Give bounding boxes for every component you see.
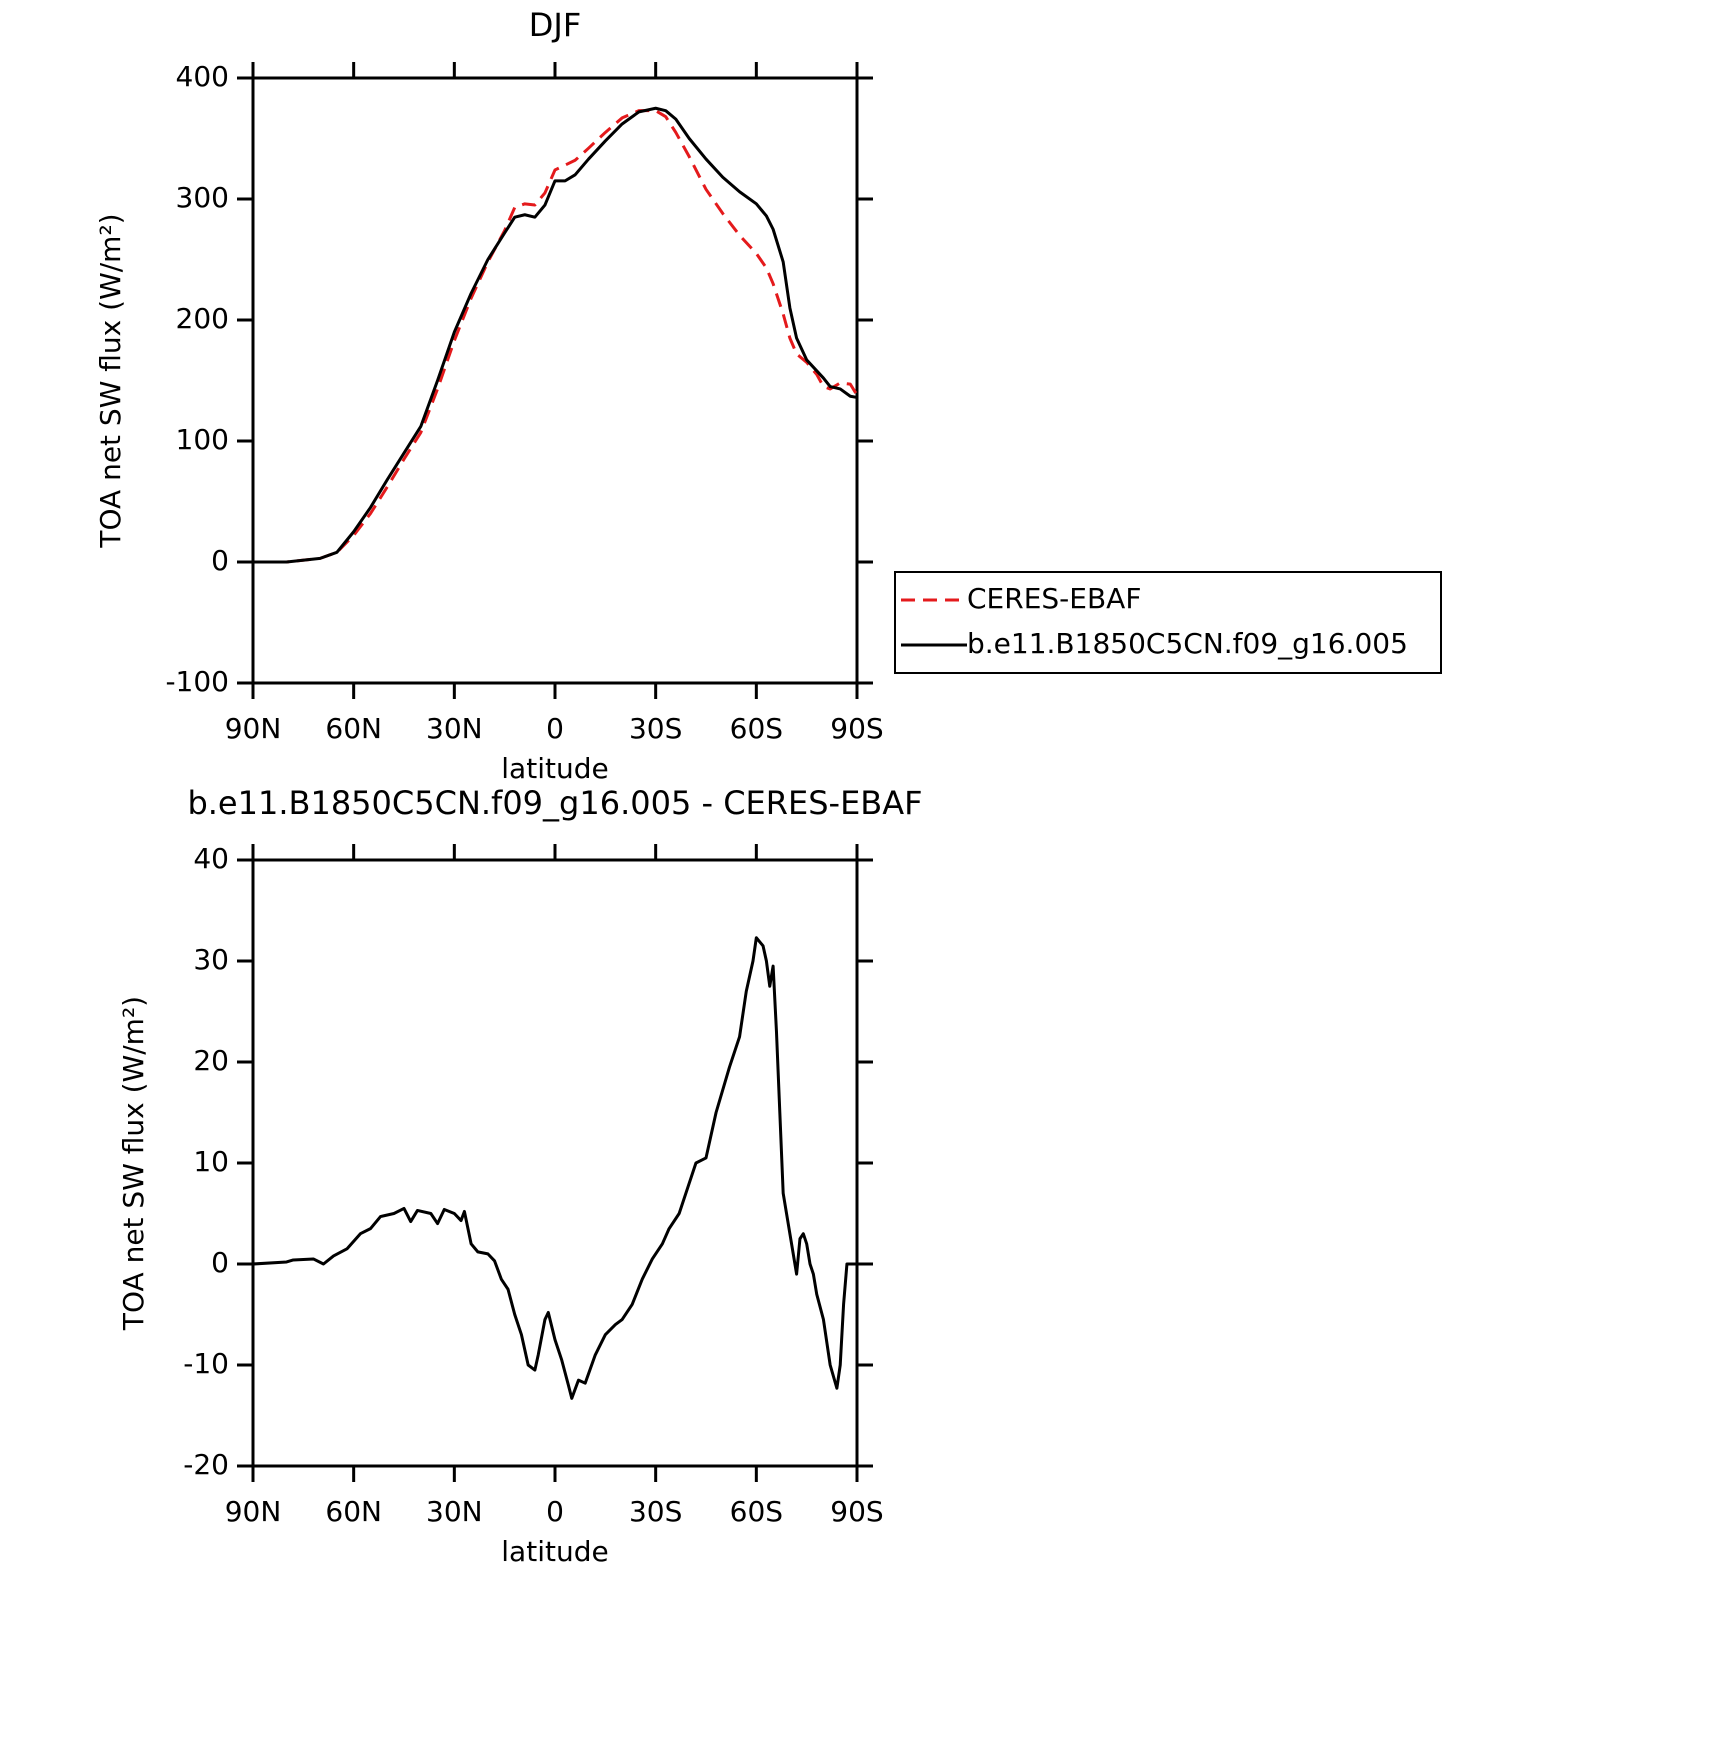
chart-title: b.e11.B1850C5CN.f09_g16.005 - CERES-EBAF [187, 784, 922, 822]
y-tick-label: 100 [176, 423, 229, 456]
x-tick-label: 0 [546, 712, 564, 745]
y-tick-label: 400 [176, 60, 229, 93]
data-line [252, 936, 857, 1400]
x-axis-label: latitude [501, 1535, 608, 1568]
chart-title: DJF [529, 6, 581, 44]
y-tick-label: -100 [165, 665, 229, 698]
plot-frame [251, 858, 859, 1468]
x-tick-label: 60N [325, 1495, 382, 1528]
legend-label: CERES-EBAF [967, 582, 1141, 615]
legend-box [894, 571, 1442, 674]
x-tick-label: 60S [730, 712, 783, 745]
data-line [253, 106, 858, 564]
y-tick-label: 0 [211, 544, 229, 577]
x-tick-label: 90S [830, 1495, 883, 1528]
x-tick-label: 90S [830, 712, 883, 745]
x-tick-label: 30N [426, 712, 483, 745]
x-tick-label: 60S [730, 1495, 783, 1528]
x-tick-label: 30S [629, 1495, 682, 1528]
x-axis-label: latitude [501, 752, 608, 785]
y-tick-label: 20 [193, 1044, 229, 1077]
y-tick-label: -10 [183, 1347, 229, 1380]
x-tick-label: 0 [546, 1495, 564, 1528]
x-tick-label: 60N [325, 712, 382, 745]
y-tick-label: 0 [211, 1246, 229, 1279]
y-tick-label: -20 [183, 1448, 229, 1481]
data-line [253, 109, 859, 564]
x-tick-label: 90N [225, 1495, 282, 1528]
y-tick-label: 40 [193, 842, 229, 875]
y-tick-label: 10 [193, 1145, 229, 1178]
y-tick-label: 30 [193, 943, 229, 976]
y-tick-label: 200 [176, 302, 229, 335]
x-tick-label: 30N [426, 1495, 483, 1528]
y-axis-label: TOA net SW flux (W/m²) [117, 996, 150, 1331]
x-tick-label: 90N [225, 712, 282, 745]
y-tick-label: 300 [176, 181, 229, 214]
x-tick-label: 30S [629, 712, 682, 745]
y-axis-label: TOA net SW flux (W/m²) [94, 213, 127, 548]
legend-label: b.e11.B1850C5CN.f09_g16.005 [967, 627, 1408, 660]
